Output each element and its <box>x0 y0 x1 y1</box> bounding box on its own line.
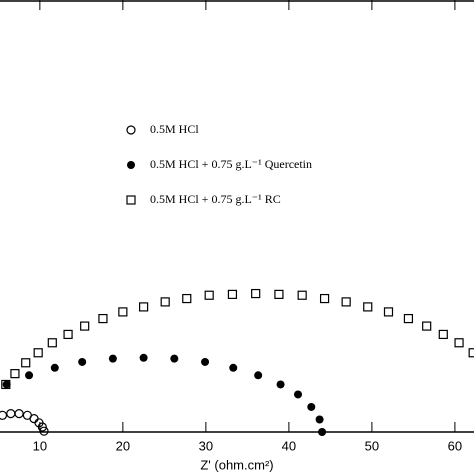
data-point <box>118 307 128 317</box>
legend-marker <box>126 125 136 135</box>
data-point <box>403 313 414 324</box>
legend-label: 0.5M HCl <box>150 122 199 136</box>
data-point <box>2 380 11 389</box>
legend-marker <box>127 161 135 169</box>
x-axis-label: Z' (ohm.cm²) <box>200 457 273 472</box>
data-point <box>319 293 330 304</box>
data-point <box>315 415 324 424</box>
data-point <box>33 348 43 358</box>
data-point <box>201 357 210 366</box>
data-point <box>294 390 303 399</box>
data-point <box>227 289 238 299</box>
data-point <box>170 354 179 363</box>
data-point <box>78 357 87 366</box>
data-point <box>0 410 8 420</box>
legend-label: 0.5M HCl + 0.75 g.L⁻¹ RC <box>150 192 281 206</box>
data-point <box>468 348 474 358</box>
data-point <box>454 338 464 348</box>
x-tick-label: 40 <box>282 438 296 453</box>
data-point <box>297 290 307 300</box>
data-point <box>422 321 432 331</box>
x-tick-label: 60 <box>448 438 462 453</box>
legend-marker <box>126 195 136 205</box>
data-point <box>307 402 316 411</box>
data-point <box>254 371 263 380</box>
data-point <box>14 409 24 419</box>
data-point <box>21 358 31 368</box>
data-point <box>160 297 170 307</box>
legend-label: 0.5M HCl + 0.75 g.L⁻¹ Quercetin <box>150 157 312 171</box>
data-point <box>29 414 39 424</box>
data-point <box>139 302 149 312</box>
x-tick-label: 30 <box>199 438 213 453</box>
data-point <box>318 428 327 436</box>
data-point <box>182 293 192 304</box>
data-point <box>10 369 20 379</box>
data-point <box>6 409 16 419</box>
data-point <box>39 426 49 436</box>
data-point <box>47 338 57 348</box>
data-point <box>80 321 90 331</box>
data-point <box>274 289 284 299</box>
data-point <box>363 302 373 312</box>
x-tick-label: 50 <box>365 438 379 453</box>
data-point <box>251 288 261 299</box>
data-point <box>139 353 148 362</box>
data-point <box>383 307 394 317</box>
data-point <box>63 329 73 340</box>
data-point <box>1 379 11 390</box>
data-point <box>438 329 448 340</box>
data-point <box>108 354 117 363</box>
data-point <box>341 297 351 307</box>
x-tick-label: 20 <box>116 438 130 453</box>
data-point <box>204 290 214 300</box>
data-point <box>276 380 285 389</box>
data-point <box>229 363 238 372</box>
data-point <box>37 422 47 432</box>
data-point <box>98 313 108 324</box>
x-tick-label: 10 <box>33 438 47 453</box>
data-point <box>25 371 34 380</box>
data-point <box>50 363 59 372</box>
